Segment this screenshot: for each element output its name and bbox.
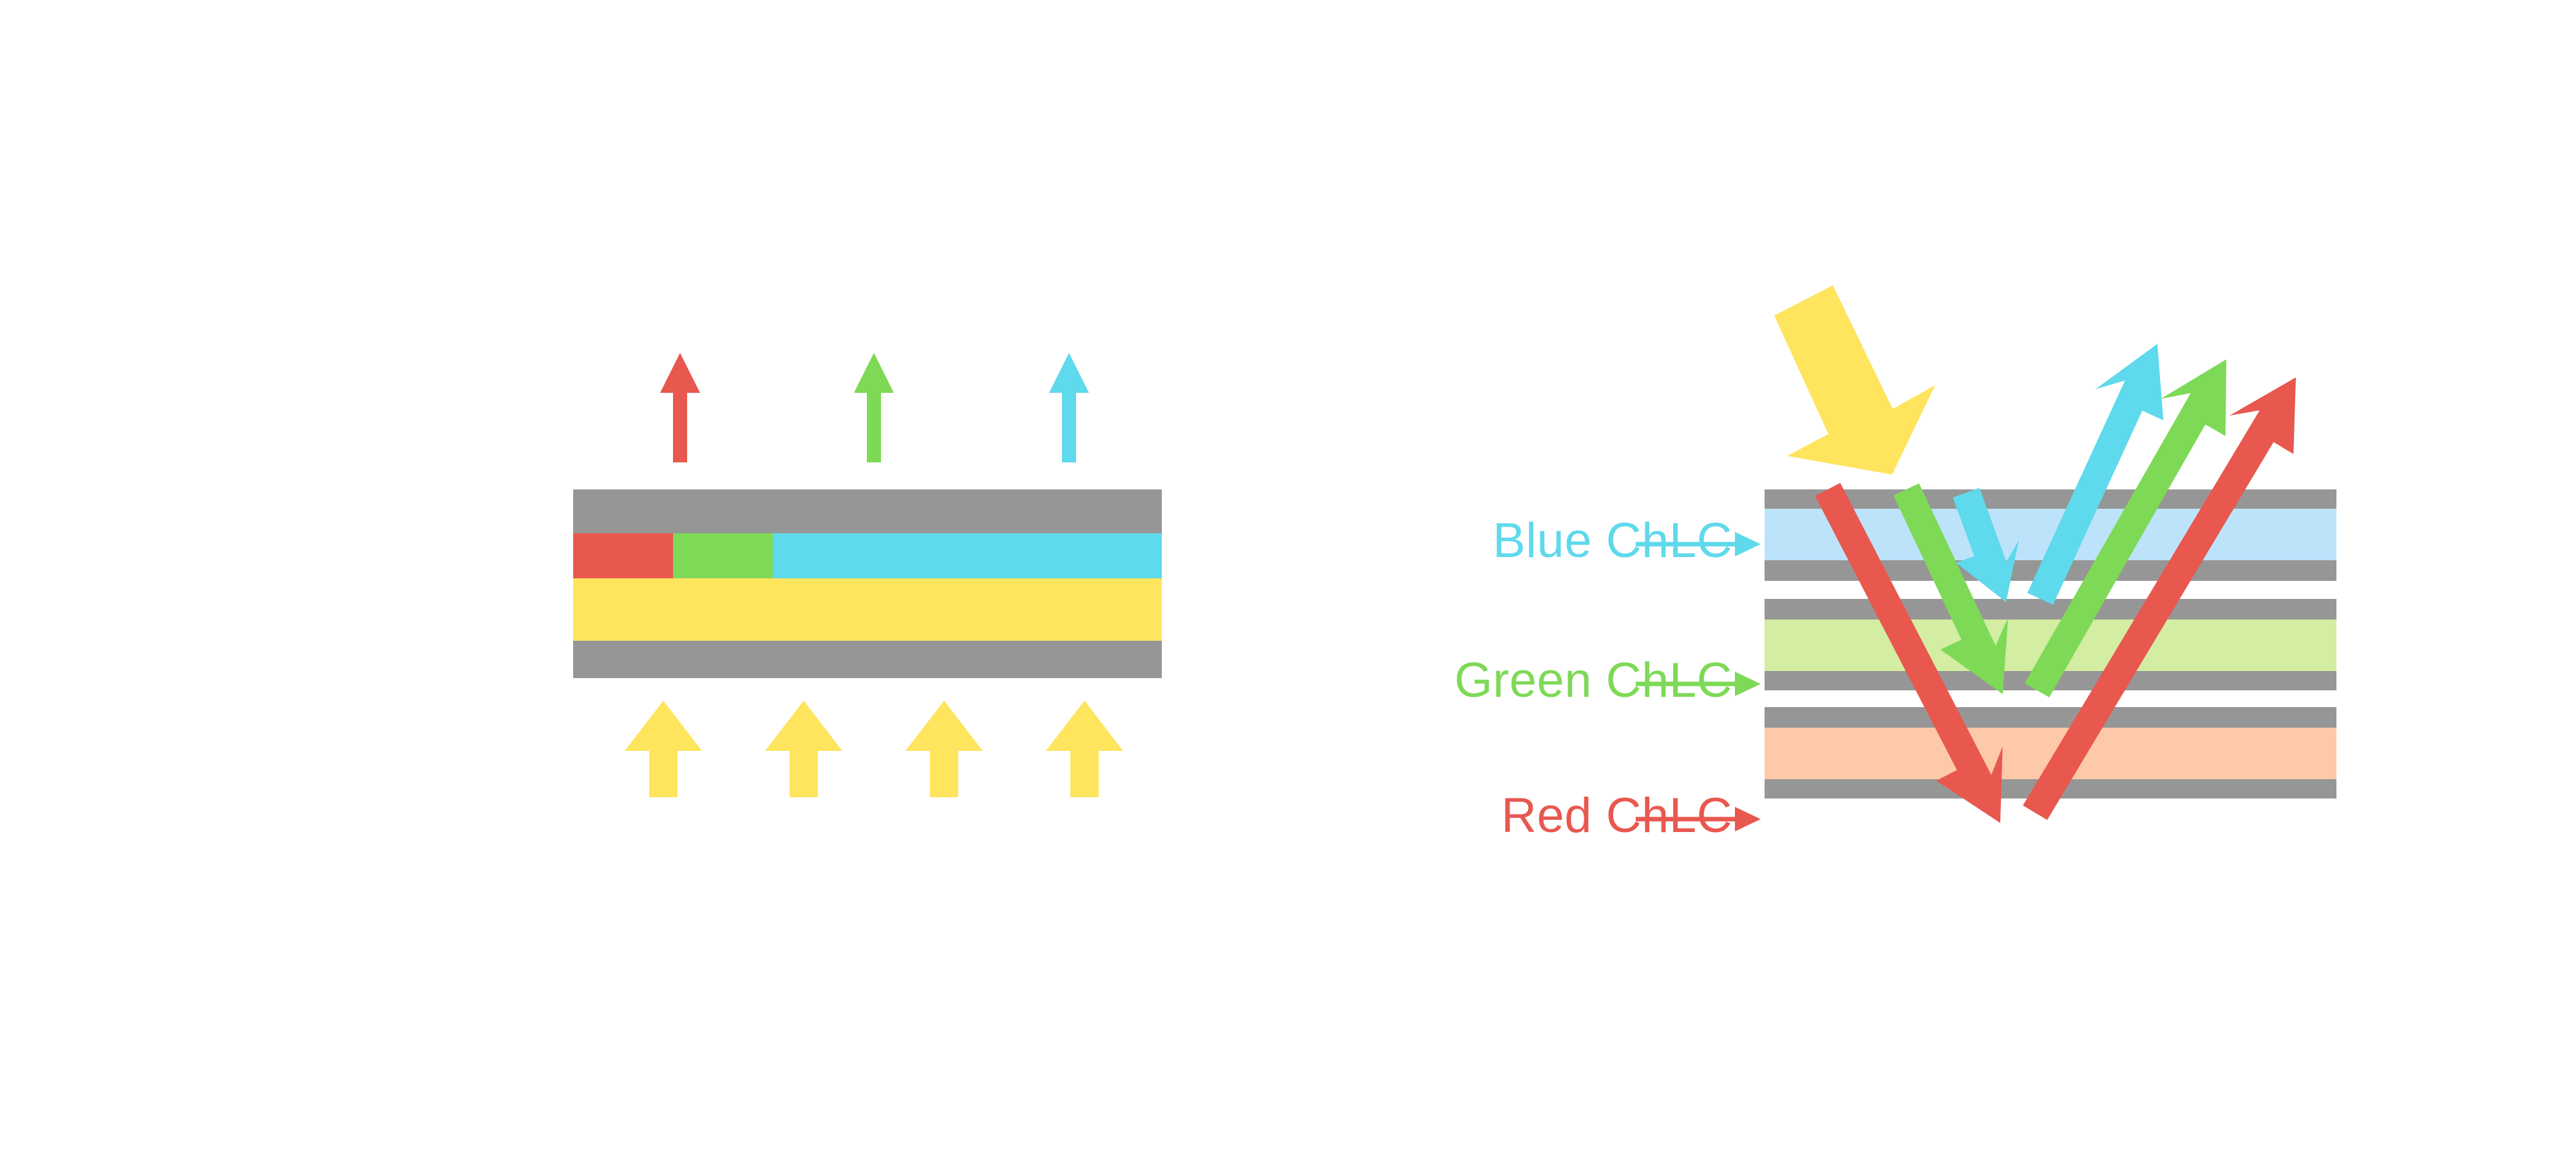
red-chlc-cell-label: Red ChLC <box>1501 788 1732 843</box>
light-ray-group <box>1815 344 2296 823</box>
red-cell-top-electrode <box>1765 707 2336 728</box>
blue-emission-arrow <box>1049 353 1089 462</box>
green-reflected-ray <box>2024 359 2226 697</box>
red-chlc-cell-label-arrow-head <box>1735 807 1761 831</box>
chlc-label-group: Blue ChLC Green ChLC Red ChLC <box>1454 513 1761 843</box>
backlight-arrow-4 <box>1046 701 1123 797</box>
red-incident-ray <box>1815 482 2003 823</box>
backlight-arrow-1 <box>625 701 702 797</box>
right-panel-chlc-stack: Blue ChLC Green ChLC Red ChLC <box>1454 285 2336 843</box>
backlight-arrow-2 <box>765 701 842 797</box>
left-panel-emissive-stack <box>573 353 1162 797</box>
red-reflected-ray <box>2023 377 2296 820</box>
blue-reflected-ray <box>2027 344 2164 605</box>
green-emission-arrow <box>854 353 894 462</box>
top-electrode <box>573 489 1162 533</box>
blue-chlc-cell-label-arrow-head <box>1735 532 1761 556</box>
green-chlc-cell-label: Green ChLC <box>1454 653 1732 708</box>
green-filter <box>673 533 773 578</box>
backlight-arrow-group <box>625 701 1123 797</box>
left-stack-layers <box>573 489 1162 678</box>
blue-chlc-cell-label: Blue ChLC <box>1493 513 1732 568</box>
blue-filter <box>773 533 1162 578</box>
emitted-light-arrow-group <box>660 353 1089 462</box>
blue-incident-ray <box>1953 487 2020 602</box>
incident-white-light-arrow-group <box>1774 285 1935 475</box>
backlight-layer <box>573 578 1162 641</box>
green-incident-ray <box>1893 483 2009 694</box>
incident-white-light-arrow <box>1774 285 1935 475</box>
red-filter <box>573 533 673 578</box>
bottom-electrode <box>573 641 1162 678</box>
red-emission-arrow <box>660 353 700 462</box>
backlight-arrow-3 <box>905 701 983 797</box>
green-chlc-cell-label-arrow-head <box>1735 672 1761 696</box>
